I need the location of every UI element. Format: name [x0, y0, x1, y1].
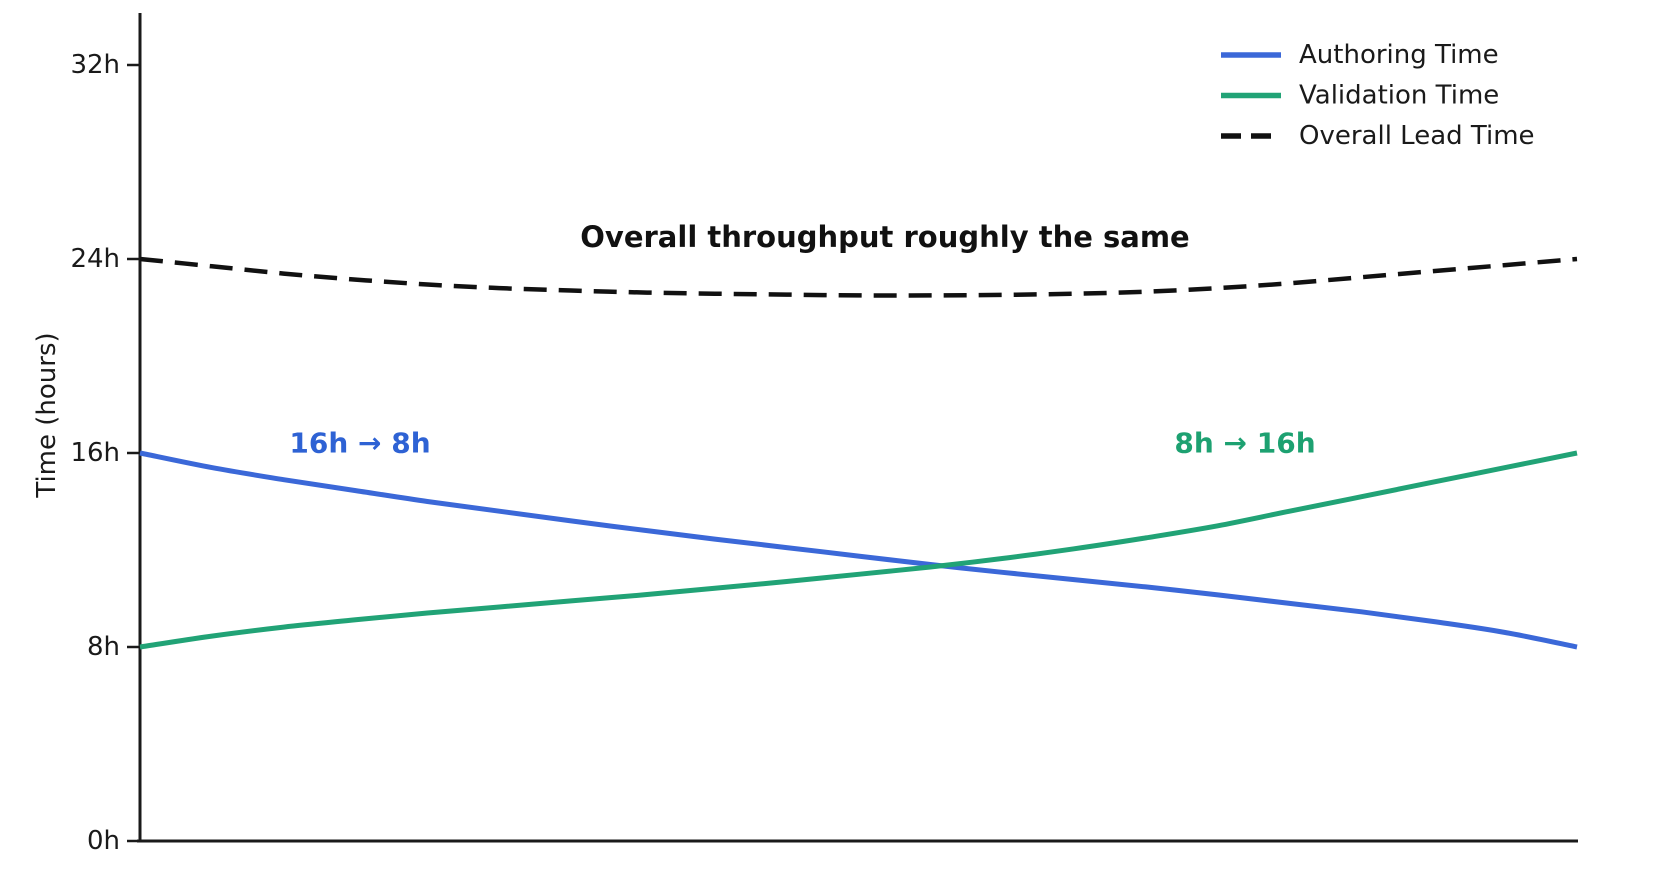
series-line-authoring-time: [139, 450, 1578, 650]
y-tick-label-8h: 8h: [87, 632, 120, 662]
y-tick-label-0h: 0h: [87, 826, 120, 856]
annotation-authoring-change: 16h → 8h: [289, 427, 430, 460]
y-axis-ticks: 0h 8h 16h 24h 32h: [70, 50, 141, 856]
legend-label-overall-lead-time: Overall Lead Time: [1299, 121, 1535, 151]
legend-label-authoring-time: Authoring Time: [1299, 40, 1499, 70]
y-tick-label-16h: 16h: [70, 438, 120, 468]
legend-label-validation-time: Validation Time: [1299, 81, 1499, 111]
legend: Authoring Time Validation Time Overall Lea…: [1221, 40, 1535, 151]
series-line-validation-time: [139, 450, 1578, 650]
annotation-validation-change: 8h → 16h: [1174, 427, 1315, 460]
annotation-overall-throughput: Overall throughput roughly the same: [580, 220, 1189, 254]
y-axis-label: Time (hours): [32, 332, 62, 498]
y-tick-label-32h: 32h: [70, 50, 120, 80]
series-lines: [139, 256, 1578, 650]
series-line-overall-lead-time: [139, 256, 1578, 298]
y-tick-label-24h: 24h: [70, 244, 120, 274]
axes: [137, 13, 1578, 843]
